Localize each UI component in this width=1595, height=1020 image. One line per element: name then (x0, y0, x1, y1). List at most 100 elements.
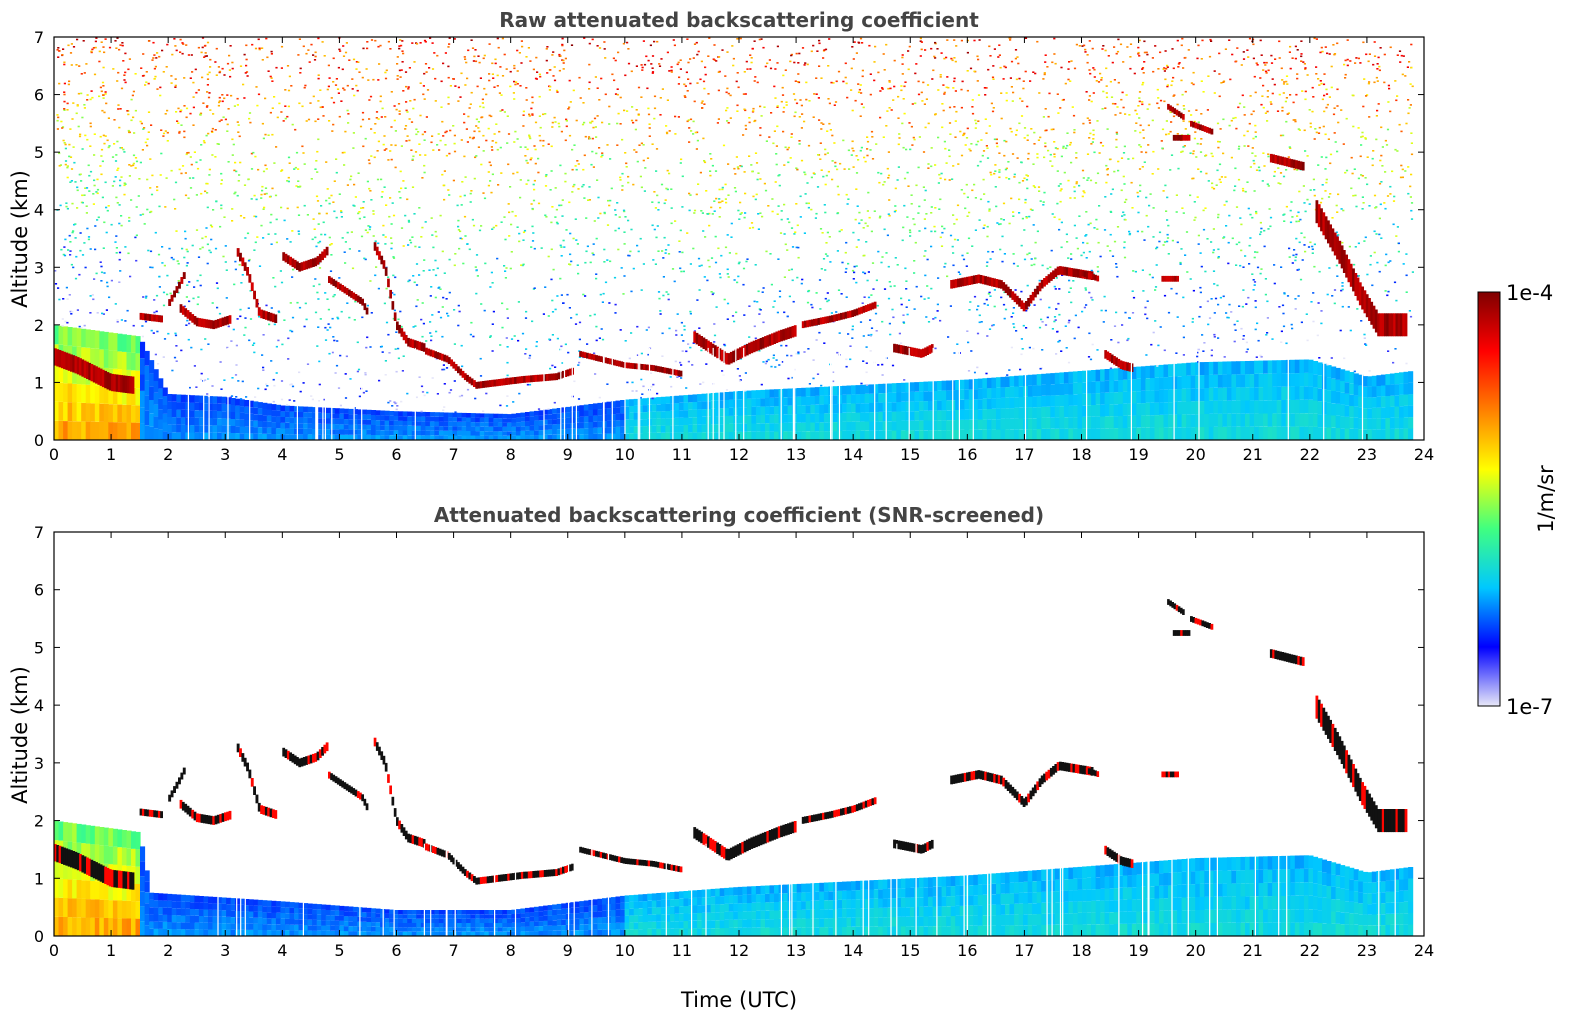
cloud-layer-2-cell (182, 272, 186, 279)
cloud-layer-8-cell (468, 376, 472, 384)
cloud-layer-6-cell (350, 291, 353, 298)
cloud-layer-13-cell (1020, 796, 1024, 805)
cloud-layer-11-cell (828, 811, 832, 819)
cloud-layer-15-cell (1124, 361, 1127, 371)
cloud-layer-21-cell (1370, 301, 1374, 325)
x-tick-label: 6 (391, 941, 401, 960)
cloud-layer-8-cell (489, 380, 492, 387)
cloud-layer-0-cell (58, 350, 62, 368)
cloud-layer-13-cell (1000, 775, 1003, 785)
cloud-layer-12-cell (930, 344, 934, 353)
cloud-layer-18-cell (1172, 134, 1176, 141)
cloud-layer-2-cell (173, 290, 176, 298)
cloud-layer-8-cell (550, 869, 554, 877)
cloud-layer-2-cell (180, 772, 184, 780)
x-tick-label: 8 (506, 941, 516, 960)
cloud-layer-4-cell (262, 806, 266, 815)
cloud-layer-21-cell (1345, 750, 1348, 774)
cloud-layer-0-cell (108, 869, 112, 887)
y-tick-label: 6 (34, 86, 44, 105)
cloud-layer-5-cell (309, 754, 313, 764)
cloud-layer-7-cell (382, 260, 386, 269)
cloud-layer-11-cell (808, 319, 812, 327)
cloud-layer-10-cell (741, 346, 745, 358)
cloud-layer-1-cell (151, 810, 154, 817)
cloud-layer-3-cell (214, 815, 218, 825)
cloud-layer-0-cell (70, 354, 73, 372)
cloud-layer-12-cell (902, 345, 905, 355)
cloud-layer-7-cell (389, 289, 392, 299)
cloud-layer-5-cell (314, 753, 318, 762)
cloud-layer-10-cell (771, 829, 774, 841)
y-tick-label: 7 (34, 28, 44, 47)
cloud-layer-7-cell (420, 342, 424, 351)
cloud-layer-7-cell (404, 335, 408, 344)
cloud-layer-5-cell (309, 259, 313, 268)
cloud-layer-17-cell (1171, 106, 1174, 113)
cloud-layer-4-cell (260, 309, 264, 319)
cloud-layer-21-cell (1372, 801, 1376, 825)
cloud-layer-8-cell (461, 866, 465, 874)
cloud-layer-20-cell (1279, 651, 1282, 661)
x-tick-label: 18 (1071, 941, 1091, 960)
cloud-layer-3-cell (219, 814, 223, 823)
cloud-layer-12-cell (899, 840, 903, 850)
cloud-layer-18-cell (1177, 630, 1181, 636)
cloud-layer-15-cell (1119, 360, 1123, 369)
cloud-layer-3-cell (195, 813, 199, 823)
cloud-layer-10-cell (773, 332, 777, 344)
cloud-layer-13-cell (1040, 279, 1044, 289)
snr-panel-xlabel: Time (UTC) (680, 988, 797, 1012)
cloud-layer-9-cell (675, 369, 678, 376)
cloud-layer-12-cell (904, 841, 907, 851)
y-tick-label: 1 (34, 373, 44, 392)
cloud-layer-18-cell (1172, 630, 1176, 636)
cloud-layer-17-cell (1173, 603, 1177, 610)
cloud-layer-8-cell (500, 378, 504, 386)
cloud-layer-10-cell (759, 338, 763, 350)
cloud-layer-20-cell (1285, 157, 1289, 167)
cloud-layer-10-cell (777, 330, 781, 343)
cloud-layer-13-cell (981, 771, 985, 780)
cloud-layer-13-cell (961, 773, 965, 782)
cloud-layer-21-cell (1363, 785, 1367, 809)
colorbar: 1e-4 1e-7 1/m/sr (1477, 281, 1558, 719)
cloud-layer-10-cell (766, 831, 770, 843)
cloud-layer-6-cell (328, 276, 331, 283)
cloud-layer-10-cell (745, 343, 749, 356)
snr-screened-panel: Attenuated backscattering coefficient (S… (8, 503, 1434, 1012)
cloud-layer-13-cell (1074, 268, 1078, 278)
cloud-layer-11-cell (851, 310, 854, 317)
cloud-layer-7-cell (398, 820, 401, 830)
cloud-layer-9-cell (677, 866, 681, 872)
cloud-layer-8-cell (436, 847, 440, 855)
cloud-layer-17-cell (1182, 114, 1185, 120)
cloud-layer-13-cell (1018, 793, 1021, 803)
cloud-layer-9-cell (590, 353, 594, 360)
cloud-layer-6-cell (341, 285, 344, 292)
cloud-layer-10-cell (743, 345, 747, 357)
cloud-layer-10-cell (743, 840, 747, 853)
cloud-layer-9-cell (629, 858, 633, 865)
cloud-layer-3-cell (219, 318, 223, 327)
y-tick-label: 0 (34, 431, 44, 450)
cloud-layer-17-cell (1180, 112, 1183, 119)
cloud-layer-10-cell (736, 348, 740, 360)
cloud-layer-8-cell (452, 361, 456, 369)
cloud-layer-9-cell (583, 352, 587, 358)
cloud-layer-16-cell (1172, 771, 1175, 778)
cloud-layer-0-cell (54, 348, 57, 366)
cloud-layer-6-cell (334, 776, 338, 784)
cloud-layer-4-cell (241, 257, 245, 267)
cloud-layer-10-cell (764, 336, 767, 348)
cloud-layer-12-cell (926, 842, 930, 851)
cloud-layer-11-cell (846, 311, 850, 319)
cloud-layer-8-cell (568, 864, 572, 872)
cloud-layer-15-cell (1106, 847, 1110, 856)
cloud-layer-11-cell (864, 800, 868, 808)
cloud-layer-13-cell (970, 275, 974, 285)
cloud-layer-4-cell (253, 786, 256, 795)
cloud-layer-8-cell (525, 871, 529, 879)
cloud-layer-8-cell (445, 355, 449, 363)
cloud-layer-6-cell (363, 798, 367, 806)
